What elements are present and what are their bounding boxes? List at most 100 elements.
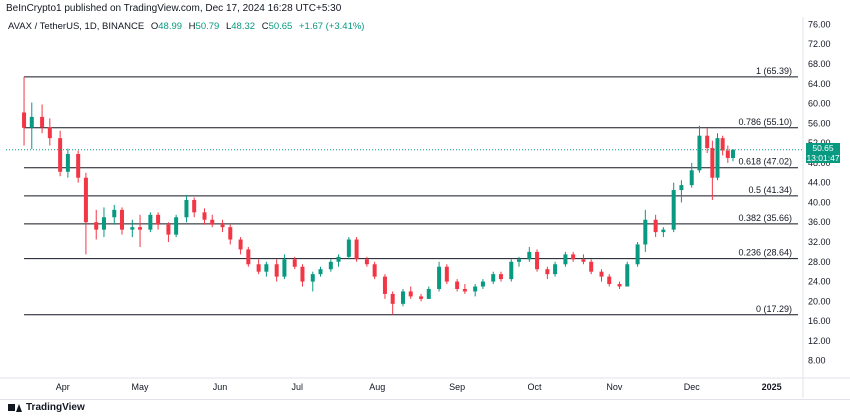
candle-body-up xyxy=(426,288,431,299)
candle-body-down xyxy=(292,259,297,267)
fib-level-label: 1 (65.39) xyxy=(756,66,792,76)
x-tick-label: May xyxy=(132,382,150,392)
symbol-legend[interactable]: AVAX / TetherUS, 1D, BINANCE O48.99 H50.… xyxy=(8,21,364,32)
candle-body-up xyxy=(101,217,106,230)
candle-body-down xyxy=(156,214,161,225)
fib-level-label: 0.5 (41.34) xyxy=(748,185,792,195)
x-tick-label: Dec xyxy=(684,382,701,392)
candle-body-up xyxy=(148,214,153,230)
tradingview-brand[interactable]: TradingView xyxy=(8,402,85,413)
candle-body-down xyxy=(599,271,604,277)
candle-body-down xyxy=(444,266,449,282)
candle-body-up xyxy=(517,259,522,262)
bar-countdown-label: 13:01:47 xyxy=(806,152,840,163)
candle-body-up xyxy=(65,153,70,172)
candle-body-up xyxy=(318,269,323,275)
candle-body-down xyxy=(120,209,125,230)
candle-body-down xyxy=(238,239,243,250)
candle-body-down xyxy=(653,219,658,233)
candle-body-up xyxy=(509,261,514,280)
candle-body-down xyxy=(47,127,52,139)
candle-body-down xyxy=(210,219,215,225)
candle-body-down xyxy=(581,259,586,262)
candle-body-up xyxy=(336,256,341,262)
y-tick-label: 8.00 xyxy=(808,356,826,366)
y-tick-label: 12.00 xyxy=(808,336,831,346)
candle-body-down xyxy=(725,150,730,158)
candle-body-up xyxy=(689,170,694,186)
candle-body-up xyxy=(643,219,648,245)
candle-body-up xyxy=(661,229,666,233)
fib-level-label: 0.786 (55.10) xyxy=(738,117,792,127)
candle-body-up xyxy=(671,190,676,230)
candle-body-down xyxy=(202,212,207,220)
candle-body-down xyxy=(408,291,413,297)
low-value: 48.32 xyxy=(231,21,256,32)
candle-body-down xyxy=(300,266,305,282)
y-tick-label: 48.00 xyxy=(808,158,831,168)
candle-body-down xyxy=(138,227,143,230)
candle-body-up xyxy=(174,217,179,235)
x-tick-label: Aug xyxy=(369,382,385,392)
y-tick-label: 36.00 xyxy=(808,217,831,227)
y-tick-label: 20.00 xyxy=(808,296,831,306)
candle-body-up xyxy=(401,291,405,304)
candle-body-down xyxy=(390,293,395,304)
current-price-label: 50.65 xyxy=(812,142,834,153)
footer-bar xyxy=(0,399,850,417)
low-label: L xyxy=(225,21,232,32)
tradingview-logo-icon xyxy=(8,403,22,413)
candle-body-down xyxy=(535,251,540,270)
y-tick-label: 44.00 xyxy=(808,178,831,188)
candle-body-down xyxy=(220,224,225,228)
y-tick-label: 24.00 xyxy=(808,277,831,287)
x-tick-label: Nov xyxy=(606,382,623,392)
candle-body-up xyxy=(491,274,496,282)
open-value: 48.99 xyxy=(158,21,183,32)
high-value: 50.79 xyxy=(195,21,220,32)
candle-body-down xyxy=(382,276,387,294)
x-tick-label: 2025 xyxy=(762,382,782,392)
top-bar: BeInCrypto1 published on TradingView.com… xyxy=(0,0,850,17)
candle-body-up xyxy=(679,185,684,191)
candle-body-up xyxy=(184,199,189,218)
x-tick-label: Apr xyxy=(56,382,70,392)
candle-body-up xyxy=(437,266,442,289)
candle-body-down xyxy=(166,224,171,235)
candle-body-down xyxy=(256,264,261,272)
candle-body-up xyxy=(130,227,135,230)
candle-body-down xyxy=(617,284,622,287)
current-price-tag: 50.65 13:01:47 xyxy=(806,142,840,163)
y-tick-label: 60.00 xyxy=(808,99,831,109)
y-tick-label: 76.00 xyxy=(808,19,831,29)
candle-body-up xyxy=(697,135,702,171)
candle-body-up xyxy=(346,239,351,257)
candle-body-down xyxy=(419,296,424,299)
candle-body-down xyxy=(228,227,233,240)
brand-name: TradingView xyxy=(26,402,85,413)
candle-body-down xyxy=(354,239,359,260)
published-by-text: BeInCrypto1 published on TradingView.com… xyxy=(6,3,342,14)
symbol-title[interactable]: AVAX / TetherUS, 1D, BINANCE xyxy=(8,21,145,32)
close-value: 50.65 xyxy=(268,21,293,32)
candle-body-down xyxy=(76,153,81,178)
candle-body-up xyxy=(635,244,640,265)
y-tick-label: 32.00 xyxy=(808,237,831,247)
candle-body-down xyxy=(589,261,594,272)
y-tick-label: 40.00 xyxy=(808,197,831,207)
fib-level-label: 0.382 (35.66) xyxy=(738,213,792,223)
y-tick-label: 72.00 xyxy=(808,39,831,49)
x-tick-label: Oct xyxy=(527,382,542,392)
high-label: H xyxy=(188,21,196,32)
y-tick-label: 28.00 xyxy=(808,257,831,267)
candle-body-up xyxy=(328,261,333,270)
candle-body-down xyxy=(40,116,45,128)
candle-body-down xyxy=(571,254,576,260)
candle-body-up xyxy=(480,281,485,287)
candle-body-up xyxy=(310,274,315,282)
candle-body-down xyxy=(364,259,369,265)
change-value: +1.67 (+3.41%) xyxy=(298,21,365,32)
candle-body-down xyxy=(58,138,63,172)
